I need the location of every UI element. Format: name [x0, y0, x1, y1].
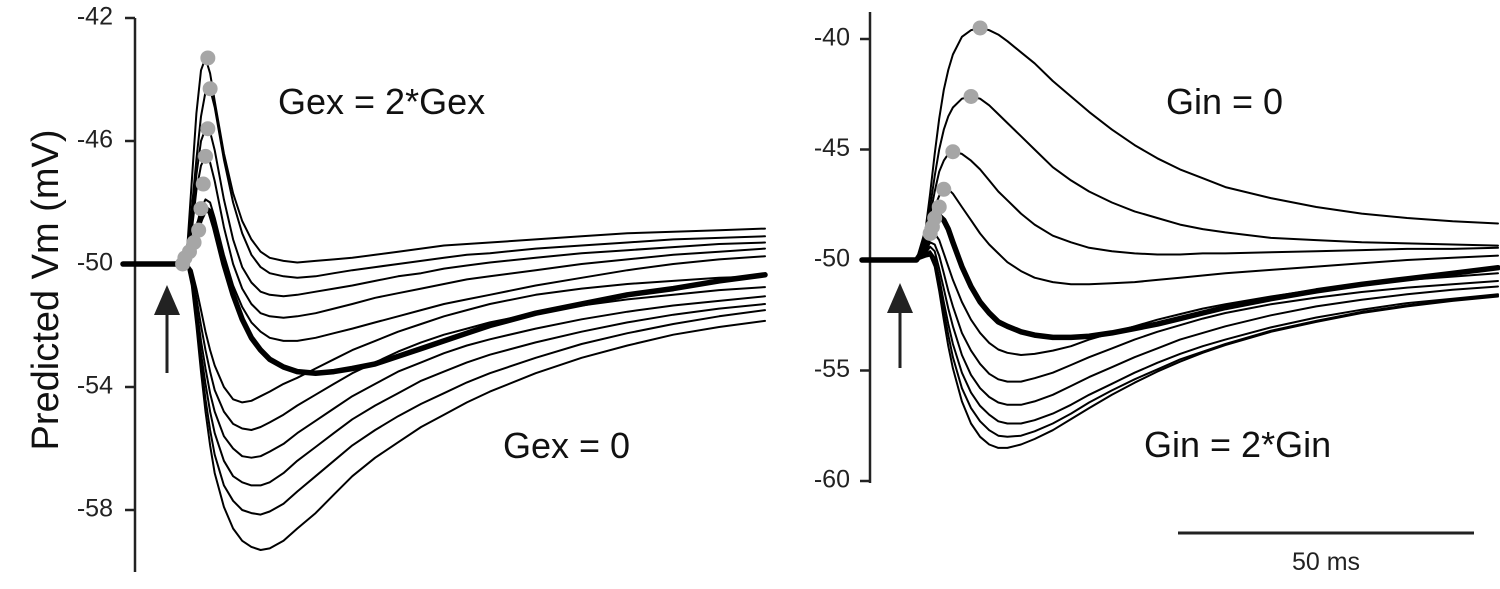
peak-marker — [195, 176, 211, 192]
trace-line — [861, 245, 1499, 406]
y-tick-label: -45 — [814, 134, 850, 162]
y-tick-label: -42 — [77, 3, 113, 31]
trace-line — [122, 263, 766, 551]
trace-line — [861, 26, 1499, 261]
trace-line — [122, 263, 766, 516]
traces-left — [120, 57, 768, 551]
peak-marker — [200, 121, 216, 137]
peak-marker — [972, 20, 988, 36]
peak-marker — [922, 225, 938, 241]
peak-marker — [193, 201, 209, 217]
trace-line — [122, 198, 766, 342]
peak-marker — [936, 181, 952, 197]
peak-marker — [198, 148, 214, 164]
y-tick-label: -50 — [814, 245, 850, 273]
trace-line — [861, 241, 1499, 383]
y-axis-title-left: Predicted Vm (mV) — [25, 130, 67, 451]
peak-marker — [191, 222, 207, 238]
y-tick-label: -55 — [814, 355, 850, 383]
scale-bar-label: 50 ms — [1292, 548, 1360, 576]
peak-markers-left — [175, 50, 218, 272]
annotation-gin-max: Gin = 2*Gin — [1144, 424, 1331, 465]
trace-line — [861, 188, 1499, 286]
trace-line — [122, 127, 766, 298]
peak-marker — [200, 50, 216, 66]
peak-markers-right — [922, 20, 988, 241]
panel-excitation: Predicted Vm (mV) -42 -46 -50 -54 -58 Gex = … — [25, 3, 768, 572]
trace-line — [122, 263, 766, 459]
panel-inhibition: -40 -45 -50 -55 -60 Gin = 0 Gin = 2*Gin 50 m… — [814, 12, 1500, 576]
y-ticks-left: -42 -46 -50 -54 -58 — [77, 3, 135, 523]
trace-line — [861, 95, 1499, 261]
trace-line — [861, 254, 1499, 449]
annotation-gex-zero: Gex = 0 — [503, 425, 630, 466]
trace-line — [861, 150, 1499, 261]
y-tick-label: -58 — [77, 495, 113, 523]
y-ticks-right: -40 -45 -50 -55 -60 — [814, 24, 870, 494]
trace-line — [122, 57, 766, 265]
stimulus-arrow-right — [887, 283, 913, 368]
trace-line — [122, 87, 766, 279]
y-tick-label: -54 — [77, 372, 113, 400]
annotation-gex-max: Gex = 2*Gex — [278, 81, 485, 122]
y-tick-label: -60 — [814, 466, 850, 494]
y-tick-label: -50 — [77, 249, 113, 277]
trace-line — [122, 263, 766, 404]
annotation-gin-zero: Gin = 0 — [1166, 81, 1283, 122]
trace-line — [122, 263, 766, 431]
y-tick-label: -46 — [77, 126, 113, 154]
y-tick-label: -40 — [814, 24, 850, 52]
trace-line — [861, 250, 1499, 425]
peak-marker — [202, 81, 218, 97]
peak-marker — [963, 88, 979, 104]
peak-marker — [945, 144, 961, 160]
peak-marker — [175, 256, 191, 272]
stimulus-arrow-left — [154, 285, 180, 373]
